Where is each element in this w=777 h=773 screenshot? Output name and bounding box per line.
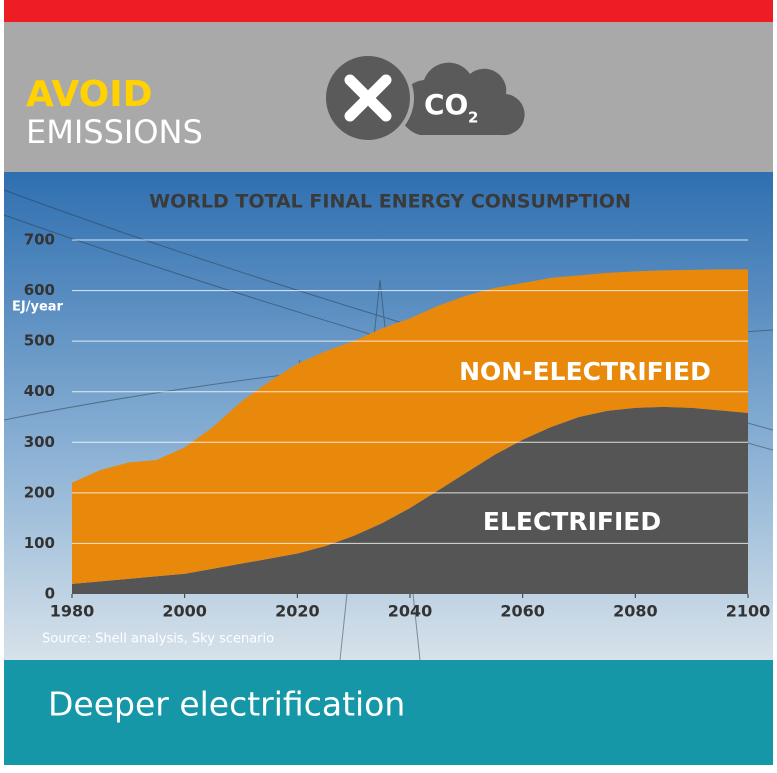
x-tick-label: 2020 — [275, 602, 320, 621]
x-tick-label: 2040 — [388, 602, 433, 621]
infographic: AVOID EMISSIONS CO 2 WORLD TOTAL FINAL E… — [0, 0, 777, 769]
series-label: ELECTRIFIED — [483, 507, 661, 536]
x-tick-label: 2060 — [500, 602, 545, 621]
chart-title: WORLD TOTAL FINAL ENERGY CONSUMPTION — [149, 191, 631, 213]
footer-text: Deeper electrification — [48, 685, 405, 724]
source: Source: Shell analysis, Sky scenario — [42, 632, 274, 647]
x-tick-label: 1980 — [50, 602, 95, 621]
icon-subscript: 2 — [468, 109, 478, 127]
y-tick-label: 600 — [24, 281, 55, 299]
y-tick-label: 300 — [24, 433, 55, 451]
y-tick-label: 700 — [24, 231, 55, 249]
y-tick-label: 100 — [24, 534, 55, 552]
y-tick-label: 400 — [24, 382, 55, 400]
series-label: NON-ELECTRIFIED — [459, 357, 711, 386]
x-tick-label: 2100 — [726, 602, 771, 621]
x-tick-label: 2080 — [613, 602, 658, 621]
y-axis-label: EJ/year — [12, 300, 64, 315]
top-bar — [4, 0, 773, 22]
icon-text: CO — [424, 88, 468, 121]
y-tick-label: 500 — [24, 332, 55, 350]
header-highlight: AVOID — [26, 74, 153, 115]
y-tick-label: 0 — [45, 585, 55, 603]
x-tick-label: 2000 — [162, 602, 207, 621]
y-tick-label: 200 — [24, 483, 55, 501]
header-title: EMISSIONS — [26, 113, 203, 151]
